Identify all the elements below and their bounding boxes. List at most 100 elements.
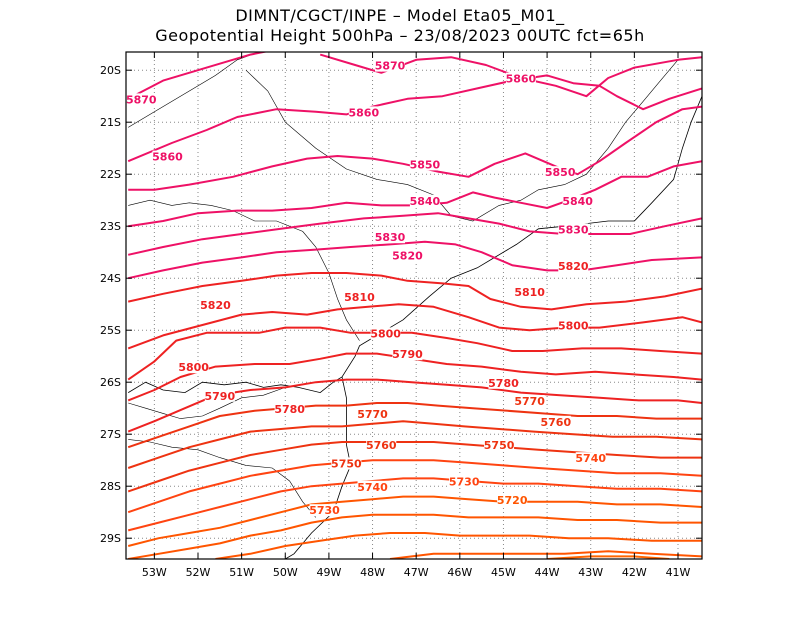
lat-tick-label: 22S [100,168,121,181]
contour-label: 5750 [331,457,362,470]
contour-label: 5850 [410,158,441,171]
lat-tick-label: 23S [100,220,121,233]
contour-label: 5830 [558,223,589,236]
contour-5860 [127,74,702,163]
contour-5680 [547,555,670,559]
state-border [128,52,260,128]
contour-label-bg [540,415,571,428]
contour-label-bg [204,389,235,402]
lon-tick-label: 46W [447,566,472,579]
contour-5770 [127,402,702,449]
state-border [128,387,286,419]
contour-label-bg [366,439,397,452]
contour-5740 [127,459,702,514]
contour-label: 5820 [392,249,423,262]
contour-label-bg [497,493,528,506]
contour-label: 5840 [410,195,441,208]
contour-label: 5750 [484,439,515,452]
contour-label-bg [562,194,593,207]
lon-tick-label: 53W [142,566,167,579]
lat-tick-label: 29S [100,532,121,545]
contour-label-bg [274,402,305,415]
contour-label-bg [514,395,545,407]
contour-label: 5760 [366,439,397,452]
contour-label: 5780 [274,403,305,416]
contour-5730 [127,477,702,532]
contour-label-bg [357,480,388,493]
lon-tick-label: 49W [316,566,341,579]
lat-tick-label: 20S [100,64,121,77]
lon-tick-label: 50W [273,566,298,579]
contour-5850 [128,105,702,191]
contour-5720 [127,495,702,547]
lon-tick-label: 41W [666,566,691,579]
contour-label-bg [558,223,589,236]
contour-label: 5760 [541,416,572,429]
contour-5830 [127,212,702,256]
contour-label-bg [357,408,388,420]
contour-label-bg [505,72,536,85]
lat-tick-label: 25S [100,324,121,337]
contour-label-bg [331,457,362,470]
contour-label: 5790 [392,348,423,361]
lon-tick-label: 48W [360,566,385,579]
plot-frame [125,51,703,560]
contour-label-bg [348,106,379,119]
contour-label: 5810 [514,286,545,299]
contour-5810 [127,303,702,350]
contour-label: 5860 [349,106,380,119]
map-title-line2: Geopotential Height 500hPa – 23/08/2023 … [155,26,645,45]
contour-labels: 5870 5870 5860 5860 5860 5850 5850 5840 5840 5830… [126,59,606,517]
lon-tick-label: 42W [622,566,647,579]
contour-label-bg [392,348,423,361]
contour-label-bg [126,93,157,106]
contour-5840 [128,160,702,228]
contour-5700 [215,532,702,559]
contour-label-bg [449,475,480,488]
contour-label-bg [558,319,589,332]
contour-5820 [127,272,702,311]
contour-label-bg [409,194,440,207]
contour-5710 [128,513,702,559]
map-title-line1: DIMNT/CGCT/INPE – Model Eta05_M01_ [235,6,565,25]
contour-label-bg [178,361,209,374]
contour-label: 5830 [375,231,406,244]
contour-label: 5770 [514,395,545,408]
contour-label-bg [200,298,231,311]
contour-label-bg [309,504,340,517]
contour-label: 5840 [562,195,593,208]
contour-label-bg [575,452,606,465]
contour-label: 5770 [357,408,388,421]
lat-tick-label: 24S [100,272,121,285]
contour-label: 5790 [205,390,236,403]
contour-label: 5810 [344,291,375,304]
lon-tick-label: 45W [491,566,516,579]
contour-label: 5870 [375,60,406,73]
contour-label: 5740 [575,452,606,465]
contour-label-bg [392,249,423,262]
lat-tick-label: 21S [100,116,121,129]
lon-tick-label: 44W [535,566,560,579]
contour-label: 5860 [506,73,537,86]
lon-tick-label: 47W [404,566,429,579]
contour-label: 5850 [545,166,576,179]
contour-label: 5780 [488,377,519,390]
lon-tick-label: 52W [186,566,211,579]
contour-label: 5730 [449,476,480,489]
state-border [245,59,679,222]
contour-label-bg [370,327,401,340]
contour-label-bg [375,59,405,72]
contour-label-bg [488,376,519,389]
contour-5870 [127,52,269,100]
contour-label-bg [545,166,576,179]
contour-label: 5800 [558,320,589,333]
lon-tick-label: 43W [578,566,603,579]
contour-label: 5720 [497,494,528,507]
contour-5820 [127,240,702,280]
contour-label: 5820 [200,299,231,312]
contour-label-bg [484,439,515,452]
contour-label: 5870 [126,93,157,106]
contour-label-bg [514,285,545,298]
state-border [128,199,360,341]
contour-5780 [127,378,702,433]
